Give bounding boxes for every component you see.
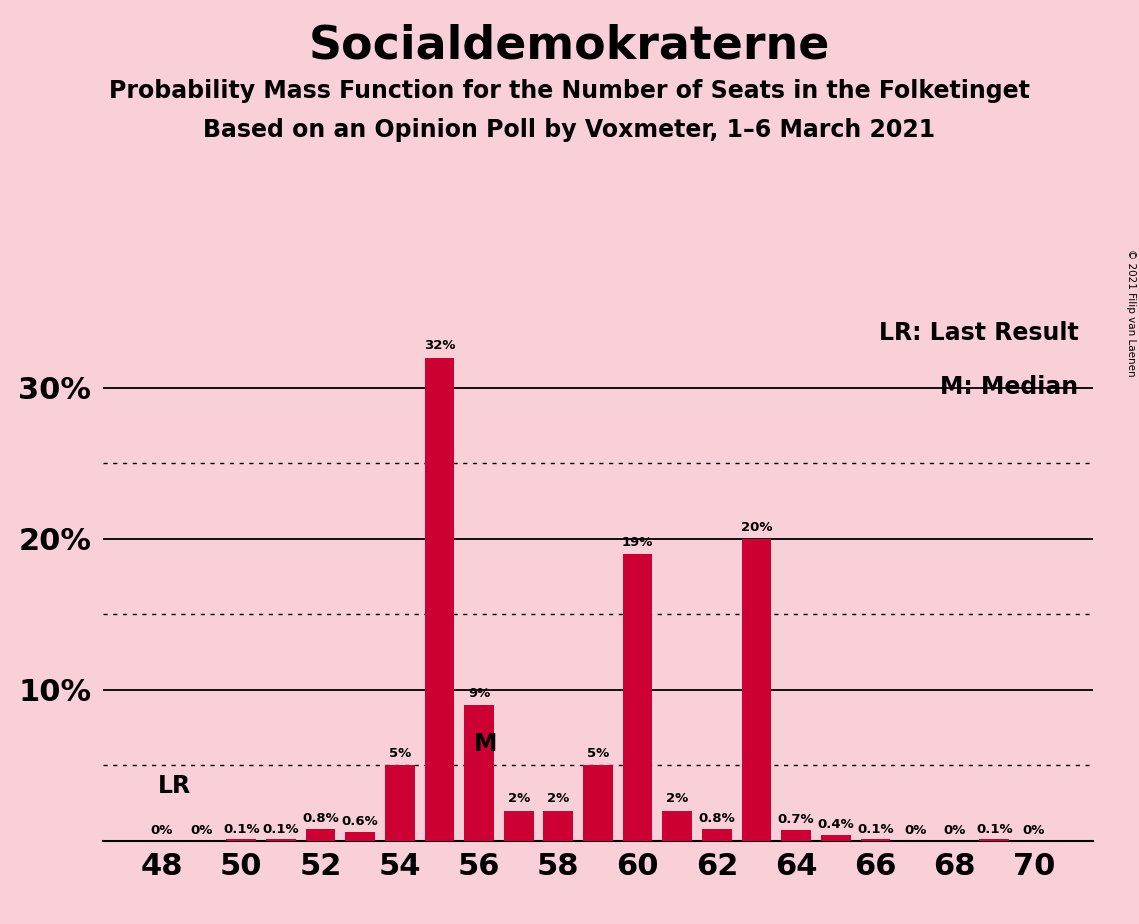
Text: M: M xyxy=(474,733,497,757)
Text: 0%: 0% xyxy=(943,824,966,837)
Text: 0.8%: 0.8% xyxy=(698,812,736,825)
Text: 2%: 2% xyxy=(508,793,530,806)
Text: 0.1%: 0.1% xyxy=(976,822,1013,835)
Text: 0.7%: 0.7% xyxy=(778,813,814,826)
Text: 5%: 5% xyxy=(587,748,609,760)
Text: 0%: 0% xyxy=(190,824,213,837)
Bar xyxy=(345,832,375,841)
Text: 0%: 0% xyxy=(904,824,926,837)
Text: 0.1%: 0.1% xyxy=(263,822,300,835)
Bar xyxy=(663,810,693,841)
Text: LR: LR xyxy=(158,774,191,798)
Bar xyxy=(861,839,891,841)
Bar xyxy=(741,539,771,841)
Text: Probability Mass Function for the Number of Seats in the Folketinget: Probability Mass Function for the Number… xyxy=(109,79,1030,103)
Bar xyxy=(781,831,811,841)
Text: © 2021 Filip van Laenen: © 2021 Filip van Laenen xyxy=(1126,249,1136,377)
Text: 32%: 32% xyxy=(424,339,456,352)
Bar xyxy=(702,829,731,841)
Text: 20%: 20% xyxy=(740,520,772,534)
Text: Socialdemokraterne: Socialdemokraterne xyxy=(309,23,830,68)
Text: 0.1%: 0.1% xyxy=(858,822,894,835)
Bar xyxy=(623,554,653,841)
Text: 0%: 0% xyxy=(150,824,173,837)
Bar xyxy=(821,834,851,841)
Bar xyxy=(503,810,533,841)
Text: 9%: 9% xyxy=(468,687,490,699)
Bar xyxy=(267,839,296,841)
Bar xyxy=(305,829,335,841)
Text: 5%: 5% xyxy=(388,748,411,760)
Bar xyxy=(583,765,613,841)
Bar xyxy=(980,839,1009,841)
Text: 0.8%: 0.8% xyxy=(302,812,339,825)
Text: LR: Last Result: LR: Last Result xyxy=(879,321,1079,345)
Text: 0%: 0% xyxy=(1023,824,1046,837)
Text: 2%: 2% xyxy=(547,793,570,806)
Text: 0.6%: 0.6% xyxy=(342,815,378,828)
Bar xyxy=(385,765,415,841)
Text: 2%: 2% xyxy=(666,793,688,806)
Bar xyxy=(425,358,454,841)
Bar xyxy=(227,839,256,841)
Text: 0.1%: 0.1% xyxy=(223,822,260,835)
Text: Based on an Opinion Poll by Voxmeter, 1–6 March 2021: Based on an Opinion Poll by Voxmeter, 1–… xyxy=(204,118,935,142)
Text: 0.4%: 0.4% xyxy=(818,818,854,831)
Bar xyxy=(543,810,573,841)
Bar xyxy=(465,705,494,841)
Text: M: Median: M: Median xyxy=(941,374,1079,398)
Text: 19%: 19% xyxy=(622,536,654,549)
